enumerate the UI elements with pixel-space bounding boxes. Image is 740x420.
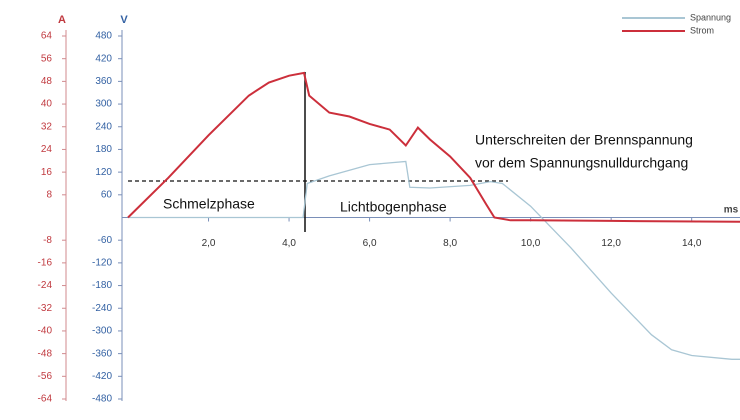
annotation: Unterschreiten der Brennspannung (475, 132, 693, 148)
legend-label: Spannung (690, 12, 731, 22)
y-tick-label: 300 (95, 99, 112, 110)
y2-tick-label: 16 (41, 167, 53, 178)
y2-tick-label: 64 (41, 31, 53, 42)
legend-label: Strom (690, 25, 714, 35)
x-tick-label: 4,0 (282, 238, 296, 249)
annotation: vor dem Spannungsnulldurchgang (475, 155, 688, 171)
y-tick-label: -240 (92, 303, 112, 314)
x-tick-label: 12,0 (601, 238, 621, 249)
series-line (127, 71, 740, 223)
y2-tick-label: -56 (38, 371, 53, 382)
annotation: Lichtbogenphase (340, 199, 447, 215)
y2-tick-label: 8 (46, 189, 52, 200)
x-tick-label: 10,0 (521, 238, 541, 249)
y2-tick-label: -24 (38, 280, 53, 291)
y-tick-label: 120 (95, 167, 112, 178)
x-tick-label: 8,0 (443, 238, 457, 249)
y-tick-label: -300 (92, 326, 112, 337)
y2-axis-label: A (58, 14, 66, 26)
y-tick-label: 420 (95, 53, 112, 64)
y2-tick-label: -48 (38, 348, 53, 359)
x-tick-label: 2,0 (202, 238, 216, 249)
y-tick-label: 60 (101, 189, 113, 200)
y-tick-label: 360 (95, 76, 112, 87)
x-axis-label: ms (724, 205, 739, 216)
x-tick-label: 6,0 (363, 238, 377, 249)
y2-tick-label: -32 (38, 303, 53, 314)
y2-tick-label: 40 (41, 99, 53, 110)
y-tick-label: -60 (98, 235, 113, 246)
y2-tick-label: -64 (38, 394, 53, 405)
y2-tick-label: 32 (41, 121, 53, 132)
y-tick-label: 480 (95, 31, 112, 42)
y2-tick-label: 56 (41, 53, 53, 64)
y-axis-label: V (120, 14, 128, 26)
series-line (128, 160, 740, 360)
x-tick-label: 14,0 (682, 238, 702, 249)
y2-tick-label: 24 (41, 144, 53, 155)
y-tick-label: 240 (95, 121, 112, 132)
y2-tick-label: 48 (41, 76, 53, 87)
y2-tick-label: -8 (43, 235, 52, 246)
y2-tick-label: -40 (38, 326, 53, 337)
y-tick-label: -120 (92, 258, 112, 269)
y-tick-label: -480 (92, 394, 112, 405)
y-tick-label: 180 (95, 144, 112, 155)
annotation: Schmelzphase (163, 196, 255, 212)
y2-tick-label: -16 (38, 258, 53, 269)
y-tick-label: -420 (92, 371, 112, 382)
y-tick-label: -360 (92, 348, 112, 359)
y-tick-label: -180 (92, 280, 112, 291)
